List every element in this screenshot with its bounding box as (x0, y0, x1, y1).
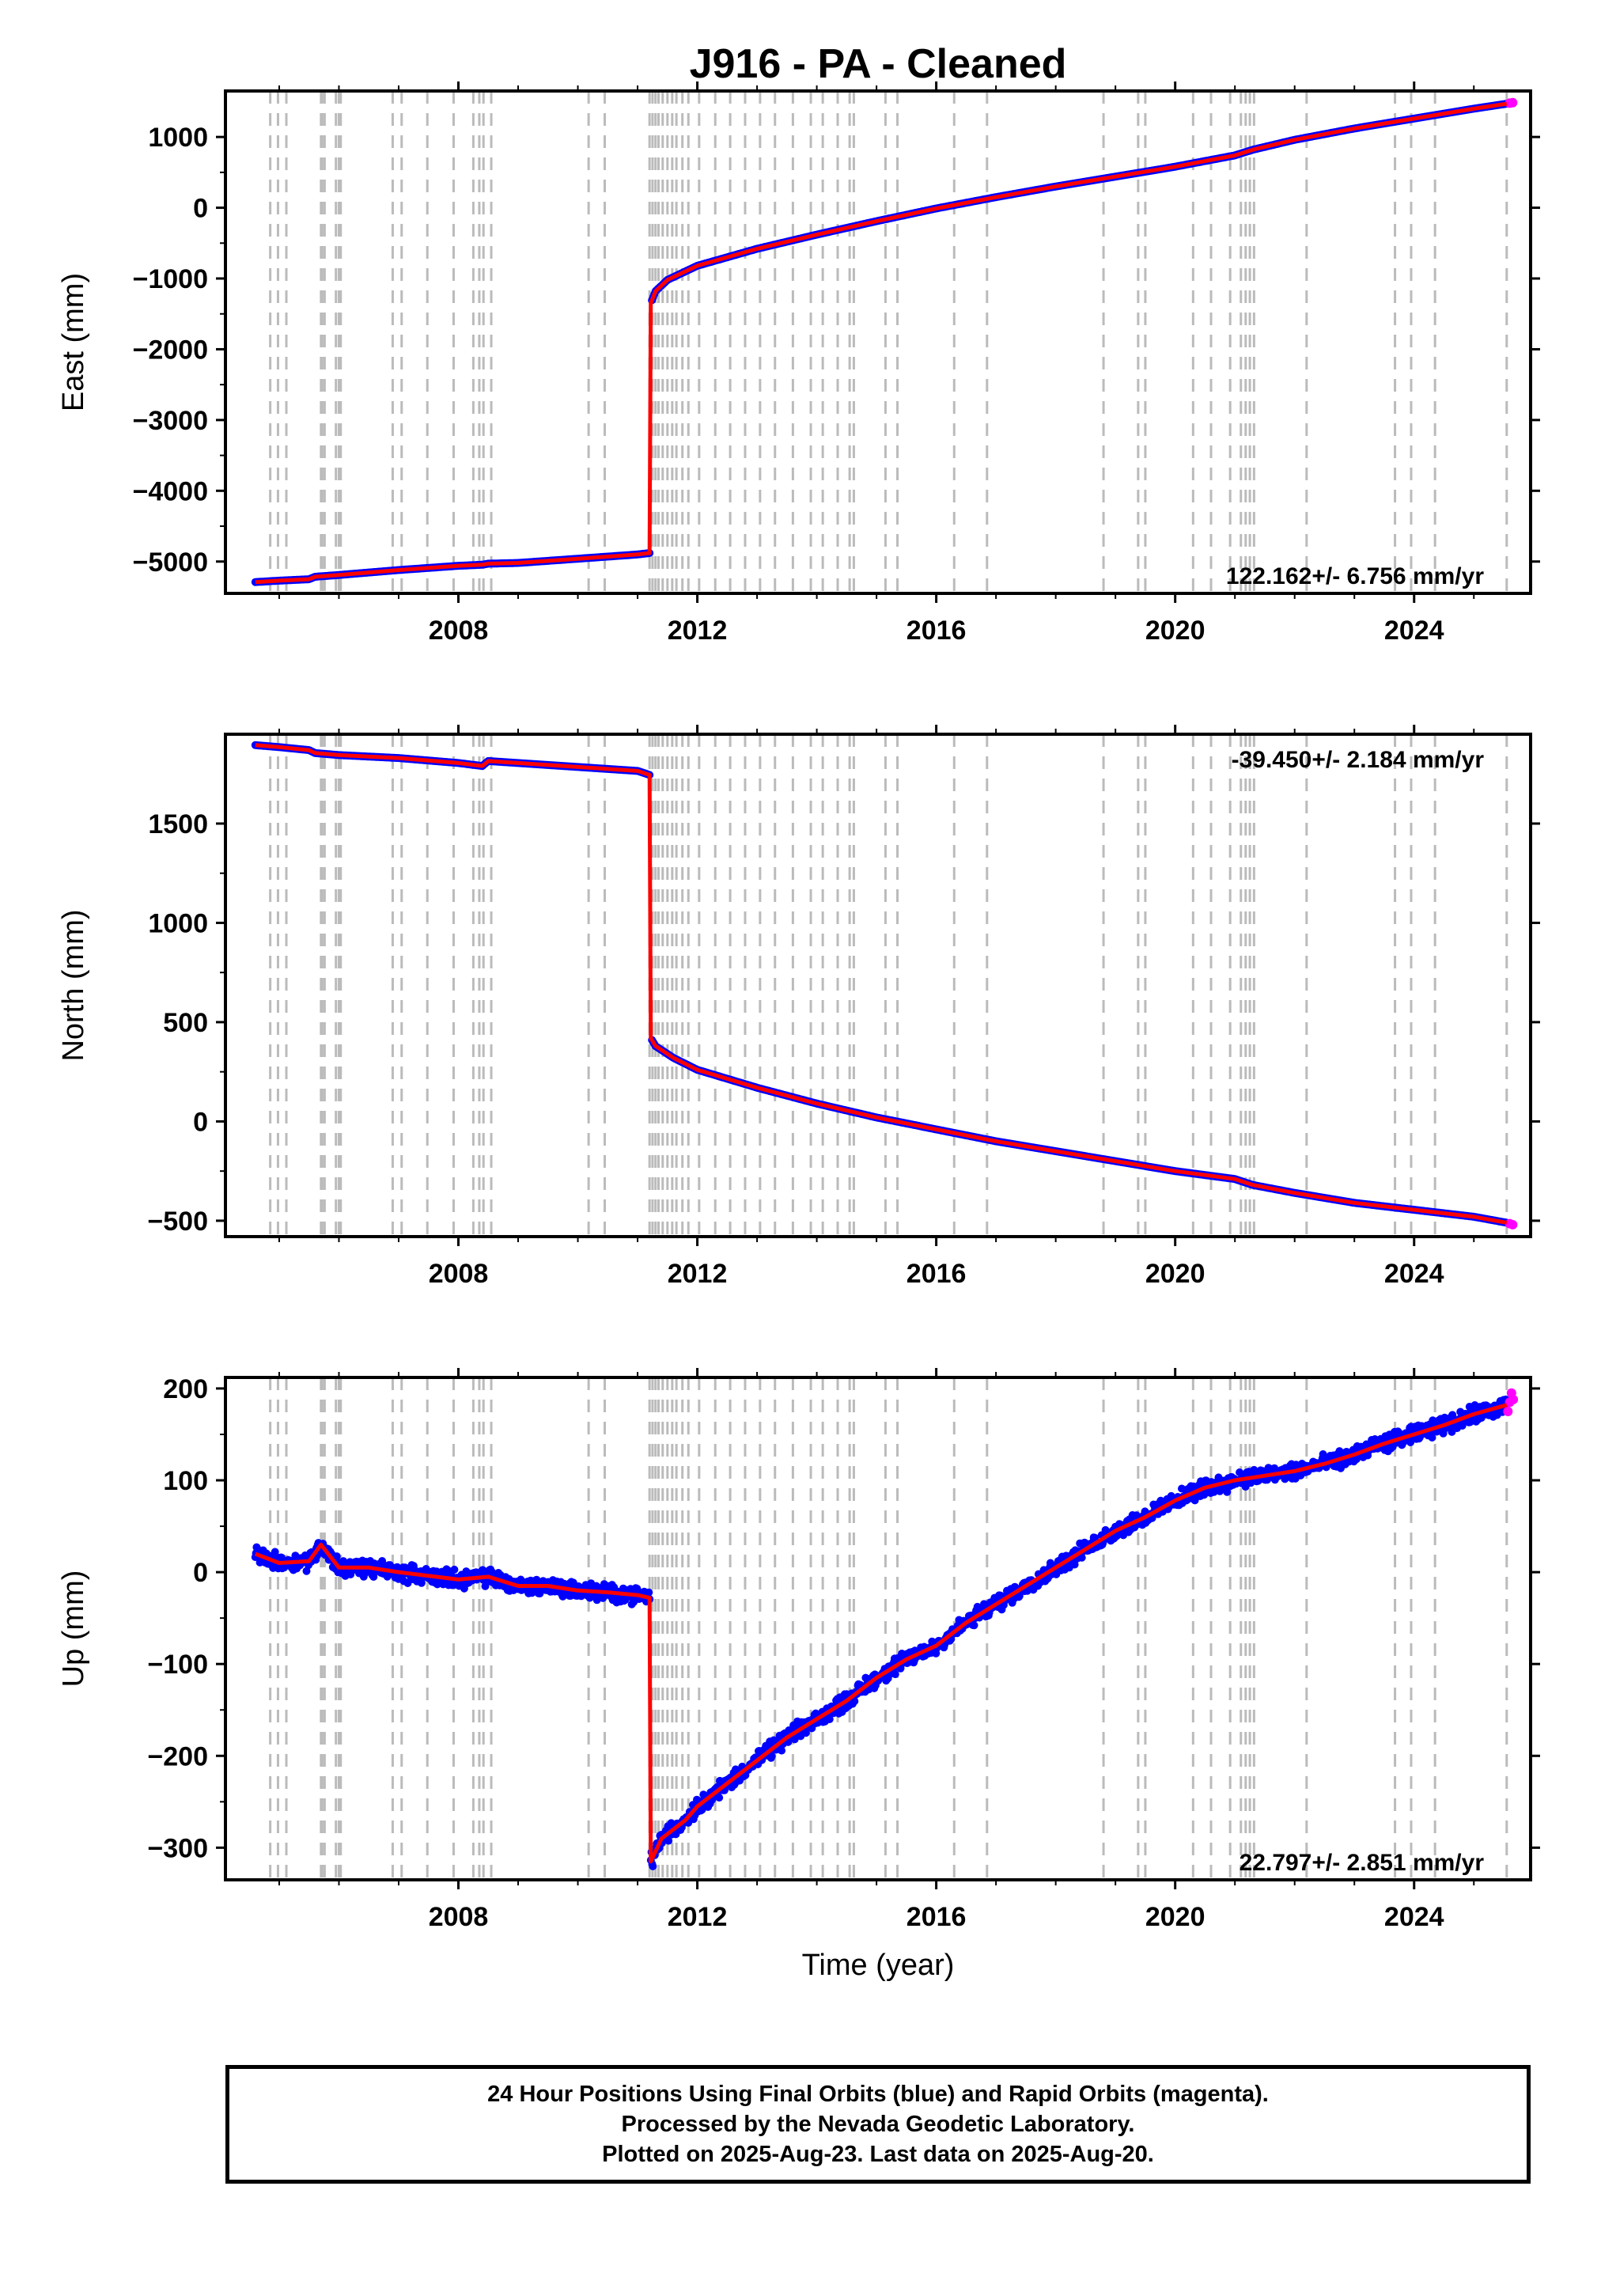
east-panel: 1000 0 −1000 −2000 −3000 −4000 −5000 2008 2012 20… (57, 81, 1540, 646)
up-panel: 200 100 0 −100 −200 −300 2008 2012 2016 2020 2024 U… (57, 1368, 1540, 1982)
x-tick-label: 2016 (906, 1259, 967, 1289)
y-tick-label: −4000 (133, 476, 209, 506)
plot-frame (224, 1376, 1532, 1881)
x-tick-label: 2016 (906, 616, 967, 646)
caption-line-2: Processed by the Nevada Geodetic Laborat… (621, 2112, 1135, 2137)
data-point (1250, 1465, 1258, 1474)
data-point (715, 1794, 724, 1802)
x-tick-label: 2024 (1384, 616, 1444, 646)
data-point (1448, 1411, 1457, 1419)
y-tick-label: 200 (163, 1374, 208, 1404)
rate-label: 122.162+/- 6.756 mm/yr (1226, 563, 1484, 589)
rapid-point (1508, 1394, 1519, 1404)
north-panel: 1500 1000 500 0 −500 2008 2012 2016 2020 2024 Nort… (57, 725, 1540, 1289)
rapid-orbit-points (1504, 97, 1518, 108)
x-tick-label: 2012 (668, 616, 728, 646)
rate-label: 22.797+/- 2.851 mm/yr (1240, 1850, 1485, 1876)
y-tick-label: −100 (147, 1650, 208, 1680)
data-point (649, 1862, 657, 1870)
data-point (645, 1588, 653, 1597)
figure-title: J916 - PA - Cleaned (690, 41, 1067, 87)
y-tick-label: 1000 (148, 123, 208, 153)
x-tick-label: 2024 (1384, 1902, 1444, 1932)
y-tick-label: −3000 (133, 406, 209, 436)
model-line (255, 743, 1508, 1225)
x-axis-label: Time (year) (802, 1949, 955, 1982)
data-point (825, 1715, 834, 1723)
y-tick-label: 1500 (148, 809, 208, 839)
rapid-point (1503, 1406, 1513, 1416)
x-tick-label: 2012 (668, 1902, 728, 1932)
data-point (891, 1670, 899, 1679)
data-point (767, 1752, 776, 1760)
x-tick-label: 2016 (906, 1902, 967, 1932)
y-tick-label: −200 (147, 1741, 208, 1771)
x-tick-label: 2020 (1145, 616, 1205, 646)
data-point (790, 1735, 799, 1744)
final-orbit-points (251, 1395, 1511, 1870)
rapid-point (1508, 97, 1518, 108)
y-tick-label: −2000 (133, 335, 209, 365)
caption-line-1: 24 Hour Positions Using Final Orbits (bl… (487, 2082, 1269, 2107)
y-tick-label: −5000 (133, 547, 209, 578)
plot-frame (224, 89, 1532, 595)
event-lines (269, 734, 1508, 1237)
rate-label: -39.450+/- 2.184 mm/yr (1232, 747, 1485, 773)
rapid-orbit-points (1504, 1218, 1518, 1229)
data-point (850, 1697, 859, 1706)
model-line (254, 1403, 1508, 1864)
y-tick-label: −300 (147, 1833, 208, 1863)
rapid-point (1508, 1219, 1518, 1229)
caption-box: 24 Hour Positions Using Final Orbits (bl… (225, 2065, 1531, 2184)
event-lines (269, 91, 1508, 593)
y-tick-label: 0 (193, 1558, 208, 1588)
y-tick-label: 100 (163, 1466, 208, 1496)
y-tick-label: 0 (193, 1107, 208, 1137)
y-axis-label: North (mm) (57, 909, 90, 1061)
data-point (278, 1553, 286, 1562)
data-point (664, 1836, 673, 1845)
model-line (255, 101, 1508, 585)
y-axis-label: East (mm) (57, 273, 90, 411)
data-point (778, 1746, 786, 1755)
data-point (332, 1552, 341, 1561)
plot-frame (224, 733, 1532, 1238)
x-tick-label: 2020 (1145, 1259, 1205, 1289)
final-orbit-points (251, 741, 1510, 1227)
x-tick-label: 2012 (668, 1259, 728, 1289)
y-tick-label: 500 (163, 1008, 208, 1038)
rapid-orbit-points (1503, 1388, 1519, 1416)
data-point (1070, 1560, 1079, 1569)
data-point (1077, 1553, 1086, 1562)
data-point (450, 1565, 459, 1574)
y-tick-label: 1000 (148, 908, 208, 938)
x-tick-label: 2008 (429, 1259, 489, 1289)
y-tick-label: 0 (193, 194, 208, 224)
x-tick-label: 2008 (429, 1902, 489, 1932)
y-tick-label: −500 (147, 1207, 208, 1237)
x-tick-label: 2008 (429, 616, 489, 646)
final-orbit-points (251, 100, 1510, 586)
y-tick-label: −1000 (133, 264, 209, 294)
data-point (1428, 1434, 1436, 1442)
x-tick-label: 2020 (1145, 1902, 1205, 1932)
data-point (970, 1621, 978, 1630)
caption-line-3: Plotted on 2025-Aug-23. Last data on 202… (602, 2142, 1154, 2167)
data-point (417, 1578, 426, 1587)
y-axis-label: Up (mm) (57, 1570, 90, 1688)
x-tick-label: 2024 (1384, 1259, 1444, 1289)
